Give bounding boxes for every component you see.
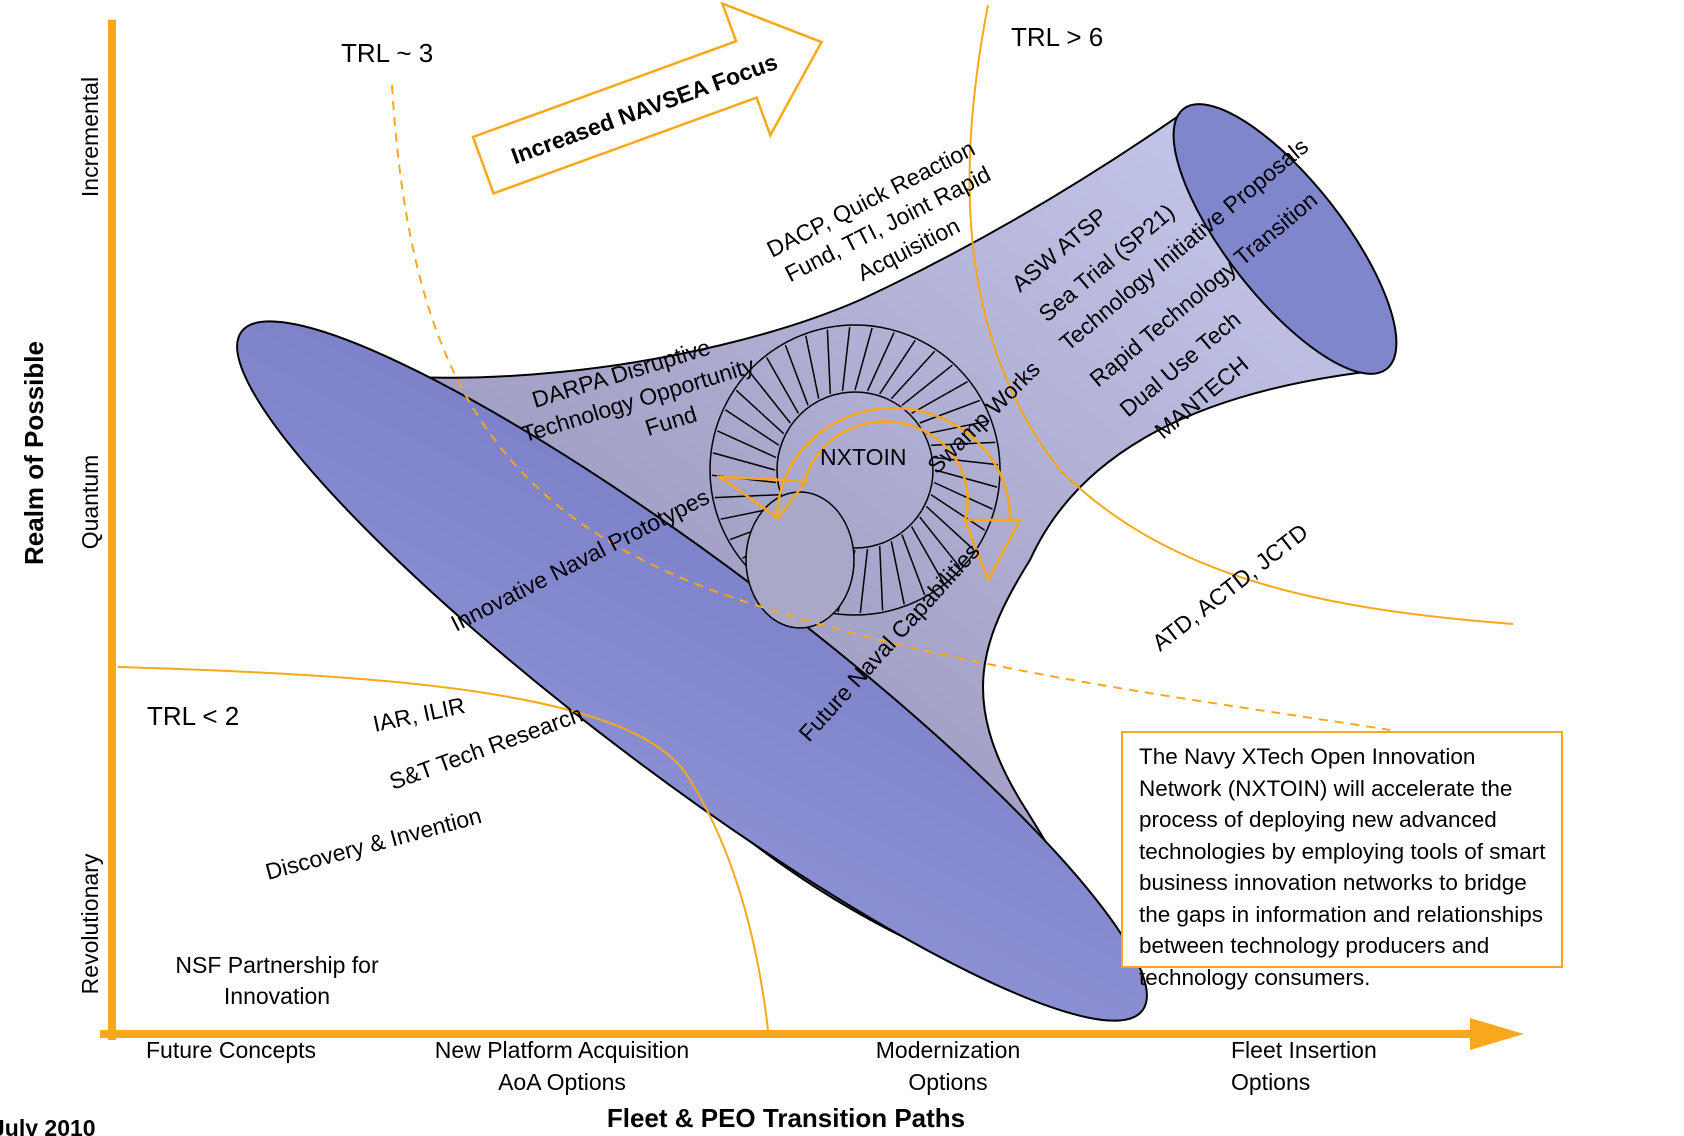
x-cat-modernization: Modernization [876,1037,1020,1063]
turbine-blade [934,469,998,488]
nsf-line-1: NSF Partnership for [175,952,379,978]
date-label: July 2010 [0,1115,96,1136]
turbine-blade [717,430,777,459]
turbine-blade [919,399,981,424]
trl-high-curve [968,4,1514,625]
turbine-blade [826,329,832,394]
x-axis-title: Fleet & PEO Transition Paths [607,1103,965,1133]
x-cat-aoa-options: AoA Options [498,1069,626,1095]
navsea-focus-arrow: Increased NAVSEA Focus [471,1,824,195]
discovery-label: Discovery & Invention [263,802,485,885]
turbine-blade [784,344,809,406]
trl-mid-label: TRL ~ 3 [341,38,433,68]
trl-curves [117,4,1514,1031]
funnel-outlet [1172,103,1398,375]
nxtoin-description-box: The Navy XTech Open Innovation Network (… [1121,731,1563,990]
y-axis-title: Realm of Possible [19,341,49,565]
turbine-blade [930,494,986,531]
turbine-blade [866,332,895,392]
iar-ilir-label: IAR, ILIR [371,692,468,737]
y-level-revolutionary: Revolutionary [77,853,103,994]
turbine-blade [901,534,926,596]
turbine-blade [854,327,873,391]
turbine-blade [735,389,785,435]
y-level-quantum: Quantum [77,455,103,550]
trl-high-label: TRL > 6 [1011,22,1103,52]
turbine-blade [933,481,993,510]
turbine-blade [931,441,996,447]
circular-arrow-icon [715,406,1023,584]
turbine-blade [911,381,968,415]
x-cat-future-concepts: Future Concepts [146,1037,316,1063]
nsf-line-2: Innovation [224,983,330,1009]
trl-low-curve [117,666,769,1031]
turbine-blade [859,548,869,613]
turbine-blade [841,327,851,392]
x-cat-fleet-insertion-options: Options [1231,1069,1310,1095]
x-cat-fleet-insertion: Fleet Insertion [1231,1037,1377,1063]
axes [100,20,1524,1050]
turbine-blade [890,541,905,605]
x-axis-arrowhead [1470,1018,1524,1050]
turbine-blade [933,456,998,466]
turbine-blade [910,526,944,583]
trl-low-label: TRL < 2 [147,701,239,731]
turbine-blade [901,364,953,406]
atd-label: ATD, ACTD, JCTD [1147,518,1313,655]
turbine-blade [712,452,776,471]
turbine-graphic [709,324,1001,629]
turbine-blade [749,372,791,424]
x-cat-new-platform: New Platform Acquisition [435,1037,689,1063]
turbine-blade [879,339,916,395]
turbine-blade [805,335,820,399]
turbine-blade [766,357,800,414]
turbine-blade [878,546,884,611]
turbine-blade [919,516,961,568]
turbine-blade [724,409,780,446]
y-level-incremental: Incremental [77,77,103,197]
turbine-blade [925,505,975,551]
turbine-blade [890,350,936,400]
nxtoin-label: NXTOIN [820,444,906,470]
x-cat-modernization-options: Options [908,1069,987,1095]
